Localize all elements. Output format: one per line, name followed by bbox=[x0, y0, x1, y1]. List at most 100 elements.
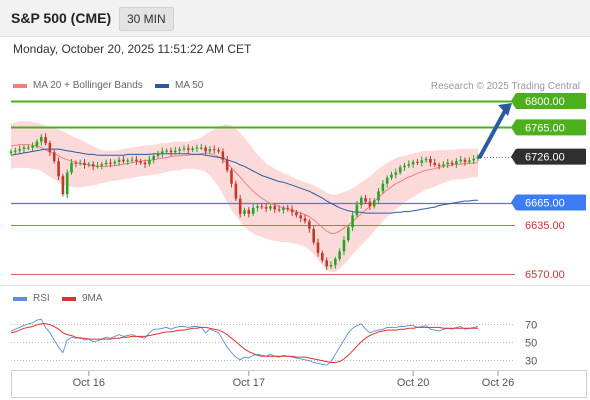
candle-body bbox=[385, 177, 389, 184]
candle-body bbox=[191, 148, 194, 150]
legend-ma50: MA 50 bbox=[155, 80, 203, 91]
candle-body bbox=[295, 212, 298, 216]
rsi-tick-label: 70 bbox=[525, 320, 537, 332]
support-label-text: 6570.00 bbox=[525, 269, 565, 281]
candle-body bbox=[96, 165, 99, 167]
candle-body bbox=[87, 164, 91, 166]
candle-body bbox=[325, 260, 328, 267]
candle-body bbox=[381, 183, 385, 192]
x-tick-label: Oct 26 bbox=[482, 377, 514, 389]
price-label-6726-00: 6726.00 bbox=[511, 148, 586, 165]
candle-body bbox=[238, 198, 242, 214]
legend-ma20: MA 20 + Bollinger Bands bbox=[13, 80, 143, 91]
candle-body bbox=[174, 150, 177, 153]
9ma-swatch bbox=[62, 296, 76, 301]
candle-body bbox=[200, 147, 203, 149]
candle-body bbox=[364, 198, 367, 202]
candle-body bbox=[204, 147, 207, 152]
candle-body bbox=[455, 161, 458, 165]
candle-body bbox=[269, 206, 272, 209]
candle-body bbox=[316, 242, 320, 253]
candle-body bbox=[372, 200, 376, 207]
candle-body bbox=[148, 159, 151, 165]
legend-9ma: 9MA bbox=[62, 293, 103, 304]
candle-body bbox=[165, 150, 168, 152]
candle-body bbox=[390, 174, 393, 178]
candle-body bbox=[44, 137, 47, 144]
candle-body bbox=[407, 164, 411, 166]
candle-body bbox=[52, 152, 56, 162]
candle-body bbox=[169, 150, 173, 153]
candle-body bbox=[225, 159, 229, 171]
candle-body bbox=[403, 165, 406, 168]
candle-body bbox=[290, 209, 294, 213]
candle-body bbox=[424, 158, 428, 161]
candle-body bbox=[78, 162, 82, 164]
candle-body bbox=[117, 159, 121, 162]
candle-body bbox=[437, 164, 441, 166]
candle-body bbox=[251, 207, 255, 214]
candle-body bbox=[463, 159, 467, 162]
candle-body bbox=[48, 143, 52, 153]
candle-body bbox=[35, 141, 39, 147]
candle-body bbox=[31, 146, 34, 148]
ma50-swatch bbox=[155, 83, 169, 88]
datetime-label: Monday, October 20, 2025 11:51:22 AM CET bbox=[13, 42, 252, 56]
x-tick-label: Oct 16 bbox=[73, 377, 105, 389]
rsi-swatch bbox=[13, 296, 27, 301]
candle-body bbox=[398, 167, 402, 173]
candle-body bbox=[22, 147, 26, 150]
candle-body bbox=[450, 162, 454, 165]
price-label-text: 6726.00 bbox=[525, 152, 565, 164]
price-label-6635-00: 6635.00 bbox=[525, 220, 565, 232]
candle-body bbox=[221, 151, 225, 160]
candle-body bbox=[182, 148, 186, 150]
price-label-box bbox=[516, 148, 586, 165]
price-label-6570-00: 6570.00 bbox=[525, 269, 565, 281]
candle-body bbox=[342, 240, 346, 252]
candle-body bbox=[187, 148, 190, 150]
price-label-box bbox=[516, 93, 586, 110]
candle-body bbox=[299, 215, 302, 219]
candle-body bbox=[178, 149, 181, 151]
candle-body bbox=[161, 151, 164, 154]
candle-body bbox=[312, 228, 315, 243]
candle-body bbox=[217, 149, 220, 152]
candle-body bbox=[91, 164, 95, 167]
rsi-tick-label: 30 bbox=[525, 356, 537, 368]
price-label-box bbox=[516, 119, 586, 136]
target-arrow-shaft bbox=[478, 107, 508, 159]
candle-body bbox=[433, 162, 437, 165]
candle-body bbox=[113, 161, 117, 164]
candle-body bbox=[260, 206, 264, 208]
target-arrow-head bbox=[498, 103, 512, 117]
rsi-ma-line bbox=[10, 323, 478, 363]
candle-body bbox=[321, 252, 324, 261]
symbol-title: S&P 500 (CME) bbox=[11, 10, 112, 26]
candle-body bbox=[472, 158, 475, 161]
candle-body bbox=[109, 162, 112, 164]
candle-body bbox=[208, 149, 212, 152]
candle-body bbox=[40, 137, 43, 142]
legend-rsi-label: RSI bbox=[33, 293, 50, 304]
legend-ma20-label: MA 20 + Bollinger Bands bbox=[33, 80, 143, 91]
time-axis-frame bbox=[11, 370, 587, 398]
candle-body bbox=[351, 215, 354, 228]
candle-body bbox=[468, 160, 471, 162]
ma50-line bbox=[10, 148, 478, 214]
candle-body bbox=[334, 258, 337, 265]
candle-body bbox=[122, 159, 125, 162]
candle-body bbox=[61, 176, 65, 195]
candle-body bbox=[256, 206, 259, 208]
candle-body bbox=[303, 218, 307, 222]
timeframe-button[interactable]: 30 MIN bbox=[119, 7, 174, 31]
price-label-pointer bbox=[511, 148, 516, 165]
bollinger-band bbox=[11, 121, 478, 273]
candle-body bbox=[347, 227, 350, 241]
candle-body bbox=[243, 210, 246, 214]
candle-body bbox=[143, 162, 147, 165]
x-tick-label: Oct 20 bbox=[397, 377, 429, 389]
price-label-pointer bbox=[511, 194, 516, 211]
credit-text: Research © 2025 Trading Central bbox=[430, 81, 580, 92]
